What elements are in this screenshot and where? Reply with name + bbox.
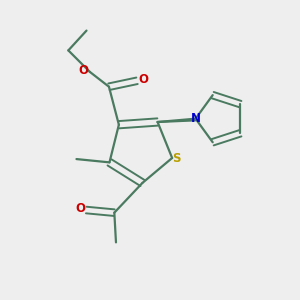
Text: S: S — [172, 152, 181, 166]
Text: N: N — [190, 112, 201, 125]
Text: O: O — [79, 64, 89, 77]
Text: O: O — [75, 202, 85, 215]
Text: O: O — [138, 73, 148, 85]
